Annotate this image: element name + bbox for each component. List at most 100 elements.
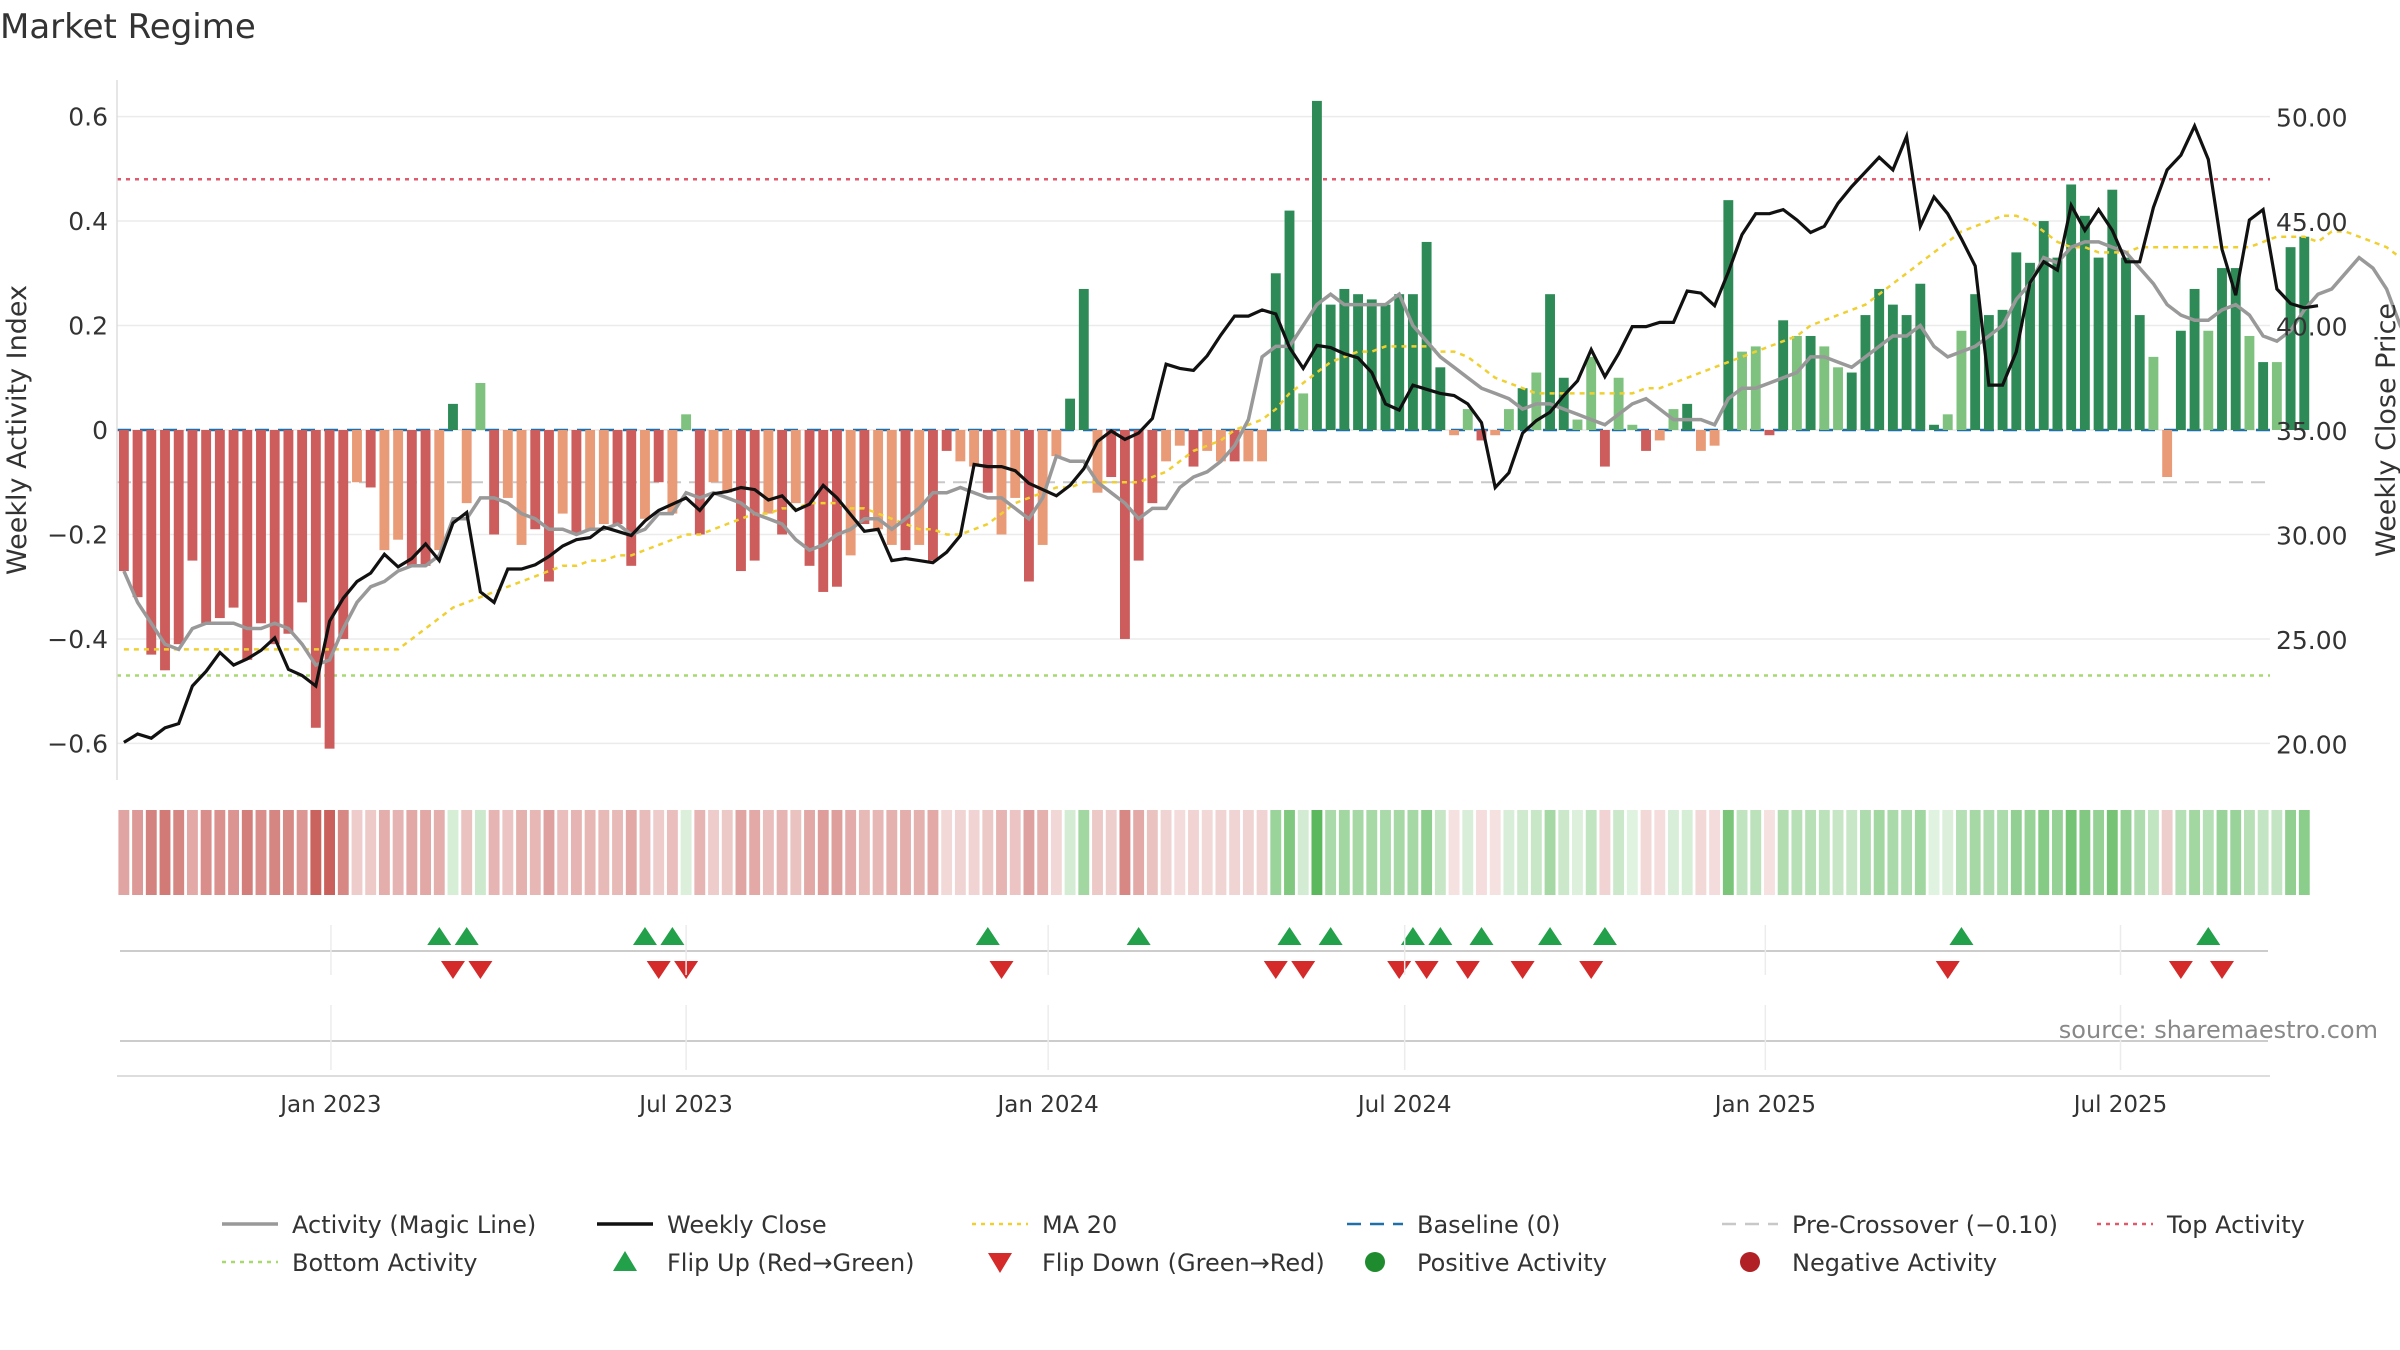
legend-item: MA 20	[972, 1211, 1117, 1239]
legend-item: Bottom Activity	[222, 1249, 477, 1277]
regime-strip-cell	[310, 810, 322, 895]
regime-strip-cell	[913, 810, 925, 895]
regime-strip-cell	[1119, 810, 1131, 895]
legend-label: Flip Down (Green→Red)	[1042, 1249, 1325, 1277]
regime-strip-cell	[2052, 810, 2063, 895]
activity-bar	[941, 430, 952, 451]
y-tick-label-left: −0.6	[47, 729, 108, 758]
regime-strip-cell	[982, 810, 994, 895]
activity-bar	[763, 430, 774, 514]
regime-strip-cell	[1448, 810, 1460, 895]
regime-strip-cell	[1160, 810, 1172, 895]
regime-strip-cell	[1764, 810, 1775, 895]
flip-down-marker	[646, 961, 671, 979]
y-tick-label-right: 30.00	[2276, 522, 2348, 551]
regime-strip-cell	[1242, 810, 1254, 895]
activity-bar	[1133, 430, 1144, 561]
regime-strip-cell	[1572, 810, 1583, 895]
y-tick-label-left: 0.4	[68, 207, 108, 236]
regime-strip-cell	[173, 810, 185, 895]
x-tick-label: Jul 2024	[1356, 1092, 1452, 1118]
flip-down-marker	[1387, 961, 1412, 979]
regime-strip-cell	[1489, 810, 1501, 895]
activity-bar	[1970, 294, 1981, 430]
activity-bar	[914, 430, 925, 545]
regime-strip-cell	[872, 810, 884, 895]
x-tick-label: Jan 2024	[995, 1092, 1098, 1118]
activity-bar	[352, 430, 362, 483]
regime-strip-cell	[1928, 810, 1940, 895]
regime-strip-cell	[186, 810, 198, 895]
regime-strip-cell	[447, 810, 459, 895]
regime-strip-cell	[1174, 810, 1186, 895]
regime-strip-cell	[1914, 810, 1926, 895]
regime-strip-cell	[762, 810, 774, 895]
activity-bar	[1819, 346, 1830, 430]
regime-strip-cell	[543, 810, 555, 895]
flip-up-marker	[1592, 927, 1617, 945]
flip-markers	[120, 927, 2268, 979]
regime-strip-cell	[1476, 810, 1487, 895]
legend-item: Weekly Close	[597, 1211, 827, 1239]
activity-bar	[338, 430, 349, 639]
flip-down-marker	[1414, 961, 1439, 979]
regime-strip-cell	[1352, 810, 1364, 895]
activity-bar	[886, 430, 897, 545]
activity-bar	[1682, 403, 1693, 430]
flip-up-marker	[1949, 927, 1974, 945]
flip-down-marker	[468, 961, 493, 979]
activity-bar	[2189, 288, 2200, 430]
activity-bar	[2162, 430, 2173, 478]
regime-strip-cell	[324, 810, 335, 895]
activity-bar	[1942, 414, 1953, 430]
activity-bar	[502, 430, 513, 498]
activity-bar	[694, 430, 705, 535]
activity-bar	[2285, 247, 2296, 430]
regime-strip-cell	[2175, 810, 2187, 895]
legend-label: Bottom Activity	[292, 1249, 477, 1277]
activity-bar	[2066, 184, 2077, 430]
regime-strip-cell	[1997, 810, 2009, 895]
regime-strip-cell	[502, 810, 514, 895]
activity-bar	[434, 430, 445, 551]
regime-strip-cell	[1338, 810, 1350, 895]
activity-bar	[2079, 215, 2090, 430]
activity-bar	[1188, 430, 1199, 467]
activity-bar	[722, 430, 733, 493]
regime-strip-cell	[2298, 810, 2310, 895]
activity-bar	[1215, 430, 1226, 462]
regime-strip-cell	[653, 810, 665, 895]
regime-strip-cell	[118, 810, 130, 895]
regime-strip-cell	[1517, 810, 1529, 895]
regime-strip-cell	[1270, 810, 1282, 895]
regime-strip-cell	[2120, 810, 2132, 895]
regime-strip-cell	[516, 810, 527, 895]
activity-bar	[612, 430, 623, 525]
legend-item: Activity (Magic Line)	[222, 1211, 536, 1239]
y-tick-label-left: −0.4	[47, 625, 108, 654]
regime-strip-cell	[282, 810, 294, 895]
activity-bar	[1641, 430, 1651, 451]
activity-bar	[969, 430, 980, 467]
flip-down-marker	[1510, 961, 1535, 979]
regime-strip-cell	[145, 810, 157, 895]
activity-bar	[1161, 430, 1172, 462]
flip-down-marker	[1455, 961, 1480, 979]
activity-bar	[1394, 294, 1405, 430]
series-lines	[122, 122, 2400, 744]
y-tick-label-right: 20.00	[2276, 730, 2348, 759]
activity-bar	[1106, 430, 1117, 478]
activity-bar	[1147, 430, 1158, 504]
activity-bar	[1627, 424, 1638, 430]
flip-down-marker	[1935, 961, 1960, 979]
regime-strip-cell	[1832, 810, 1844, 895]
regime-strip-cell	[392, 810, 404, 895]
regime-strip-cell	[954, 810, 966, 895]
activity-bar	[996, 430, 1007, 535]
activity-bar	[1339, 288, 1350, 430]
activity-bar	[1833, 367, 1843, 430]
activity-bar	[1503, 409, 1514, 430]
y-tick-label-right: 35.00	[2276, 417, 2348, 446]
regime-strip-cell	[570, 810, 582, 895]
regime-strip-cell	[1777, 810, 1789, 895]
